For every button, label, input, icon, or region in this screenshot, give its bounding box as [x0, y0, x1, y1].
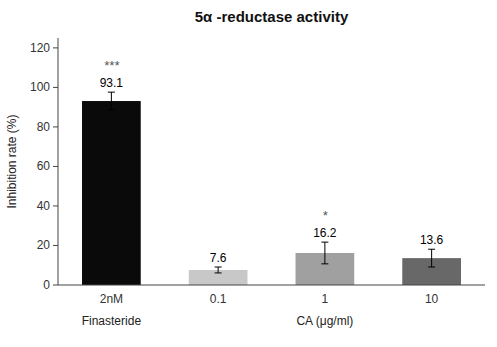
y-axis: [58, 38, 59, 285]
error-stem: [111, 92, 112, 110]
bar: [82, 101, 141, 285]
error-stem: [324, 242, 325, 264]
x-tick-label: 0.1: [210, 292, 227, 306]
y-tick: [53, 245, 58, 246]
y-tick-label: 40: [37, 199, 51, 213]
data-label: 93.1: [100, 76, 124, 90]
x-group-label: CA (μg/ml): [296, 314, 353, 328]
y-axis-label: Inhibition rate (%): [5, 114, 19, 208]
y-tick-label: 80: [37, 120, 51, 134]
error-bar: [108, 92, 115, 110]
error-cap: [108, 92, 115, 93]
error-cap: [108, 109, 115, 110]
error-stem: [431, 249, 432, 267]
significance: *: [322, 208, 328, 223]
error-cap: [321, 263, 328, 264]
error-bar: [321, 242, 328, 264]
error-cap: [215, 267, 222, 268]
error-cap: [321, 242, 328, 243]
y-tick: [53, 126, 58, 127]
significance: ***: [104, 58, 120, 73]
error-cap: [215, 272, 222, 273]
x-group-label: Finasteride: [82, 314, 142, 328]
y-tick-label: 120: [30, 41, 50, 55]
data-label: 7.6: [210, 251, 227, 265]
x-tick-label: 2nM: [100, 292, 123, 306]
x-axis: [58, 285, 485, 286]
error-cap: [428, 249, 435, 250]
chart-container: 0 20 40 60 80 100 120 93.1 *** 7.6 16.2 * 13.6 2nM 0.1…: [0, 0, 497, 347]
error-bar: [428, 249, 435, 267]
error-cap: [428, 267, 435, 268]
y-tick-label: 100: [30, 80, 50, 94]
chart: 0 20 40 60 80 100 120 93.1 *** 7.6 16.2 * 13.6 2nM 0.1…: [0, 0, 497, 347]
data-label: 13.6: [420, 233, 444, 247]
bars: [82, 92, 461, 285]
x-tick-label: 1: [322, 292, 329, 306]
y-tick-label: 60: [37, 159, 51, 173]
y-tick-label: 0: [43, 278, 50, 292]
y-tick: [53, 87, 58, 88]
y-tick-label: 20: [37, 238, 51, 252]
error-bar: [215, 267, 222, 273]
y-tick: [53, 47, 58, 48]
y-tick: [53, 166, 58, 167]
y-tick: [53, 285, 58, 286]
y-tick: [53, 205, 58, 206]
error-stem: [218, 267, 219, 273]
data-label: 16.2: [313, 226, 337, 240]
title: 5α -reductase activity: [195, 8, 349, 25]
x-tick-label: 10: [425, 292, 439, 306]
